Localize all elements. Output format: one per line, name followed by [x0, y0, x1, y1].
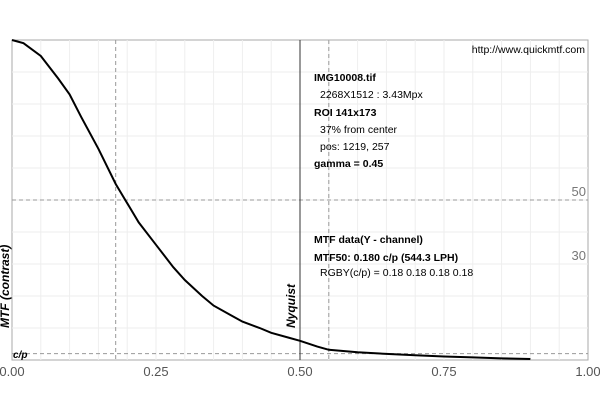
- y-axis-label: MTF (contrast): [0, 245, 12, 328]
- reference-lines: [12, 40, 588, 360]
- y-tick-labels: 50 30: [572, 184, 586, 263]
- x-tick-label: 0.50: [287, 364, 312, 379]
- mtf-curve: [11, 39, 531, 360]
- source-url: http://www.quickmtf.com: [472, 44, 585, 56]
- mtf-data-channel: MTF data(Y - channel): [314, 234, 423, 246]
- rgby-values: RGBY(c/p) = 0.18 0.18 0.18 0.18: [320, 267, 473, 279]
- y-tick-label: 30: [572, 248, 586, 263]
- roi-size: ROI 141x173: [314, 107, 377, 119]
- x-tick-label: 1.00: [575, 364, 600, 379]
- mtf50-value: MTF50: 0.180 c/p (544.3 LPH): [314, 252, 458, 264]
- x-tick-label: 0.75: [431, 364, 456, 379]
- x-tick-label: 0.25: [143, 364, 168, 379]
- roi-position: pos: 1219, 257: [320, 141, 390, 153]
- nyquist-label: Nyquist: [284, 283, 298, 328]
- image-size: 2268X1512 : 3.43Mpx: [320, 89, 423, 101]
- x-tick-labels: 0.00 0.25 0.50 0.75 1.00: [0, 364, 600, 379]
- gamma-value: gamma = 0.45: [314, 158, 383, 170]
- x-tick-label: 0.00: [0, 364, 25, 379]
- cp-label: c/p: [13, 350, 27, 361]
- file-name: IMG10008.tif: [314, 72, 376, 84]
- y-tick-label: 50: [572, 184, 586, 199]
- roi-from-center: 37% from center: [320, 124, 398, 136]
